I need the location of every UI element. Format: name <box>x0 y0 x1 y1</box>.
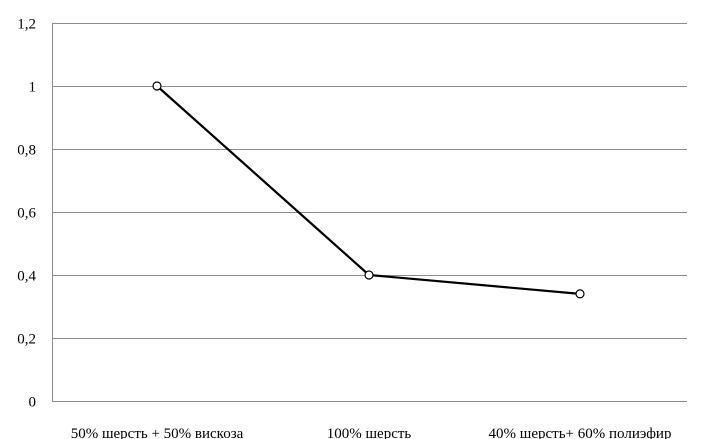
y-tick-label-4: 0,8 <box>17 143 36 159</box>
data-point-1 <box>364 270 374 280</box>
y-tick-label-1: 0,2 <box>17 332 36 348</box>
x-category-label-0: 50% шерсть + 50% вискоза <box>71 426 244 439</box>
y-tick-label-3: 0,6 <box>17 206 36 222</box>
x-category-label-1: 100% шерсть <box>327 426 412 439</box>
series-layer <box>152 81 585 299</box>
x-category-labels: 50% шерсть + 50% вискоза 100% шерсть 40% ш… <box>71 426 672 439</box>
series-line-0 <box>156 85 581 295</box>
y-tick-labels: 0 0,2 0,4 0,6 0,8 1 1,2 <box>17 17 36 411</box>
y-tick-label-0: 0 <box>29 395 37 411</box>
y-tick-label-5: 1 <box>29 80 37 96</box>
data-point-0 <box>152 81 162 91</box>
x-category-label-2: 40% шерсть+ 60% полиэфир <box>489 426 672 439</box>
y-tick-label-6: 1,2 <box>17 17 36 33</box>
data-point-2 <box>575 289 585 299</box>
axes <box>52 23 687 402</box>
gridlines <box>52 23 687 339</box>
y-tick-label-2: 0,4 <box>17 269 36 285</box>
